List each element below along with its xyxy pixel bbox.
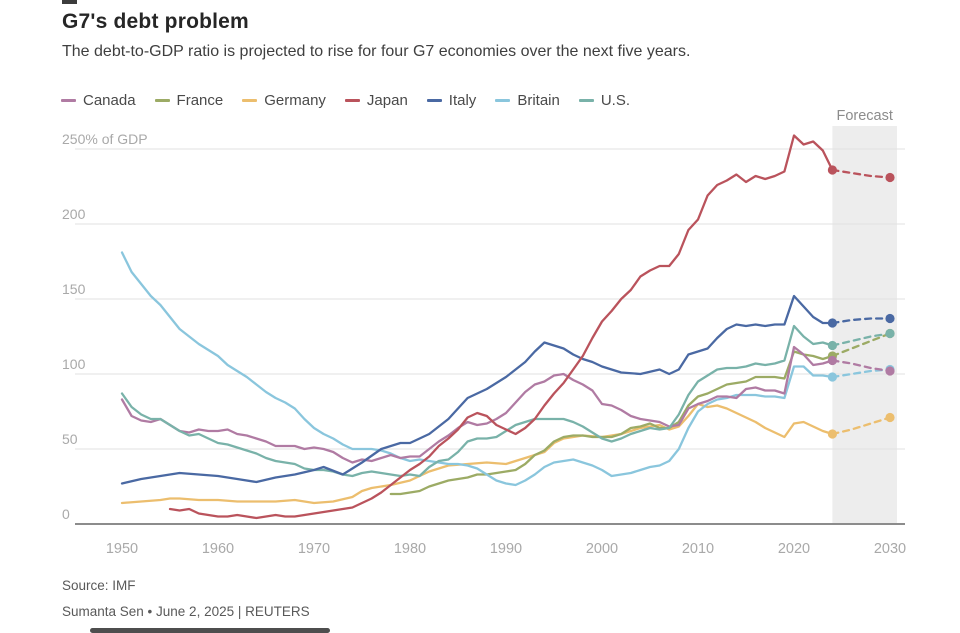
header-tick-mark — [62, 0, 77, 4]
x-axis-label-2020: 2020 — [778, 541, 810, 557]
line-britain — [120, 251, 834, 487]
forecast-dot-italy — [885, 313, 895, 324]
line-france — [389, 350, 834, 496]
bottom-artifact-bar — [90, 628, 330, 633]
legend-label-us: U.S. — [600, 92, 631, 109]
page-title: G7's debt problem — [62, 10, 249, 33]
y-axis-label-50: 50 — [62, 431, 78, 447]
line-italy — [120, 294, 834, 485]
forecast-dot-japan — [885, 172, 895, 183]
legend-label-japan: Japan — [366, 92, 408, 109]
current-dot-canada — [827, 355, 838, 366]
y-axis-label-150: 150 — [62, 281, 86, 297]
legend-label-france: France — [176, 92, 224, 109]
x-axis-label-1960: 1960 — [202, 541, 234, 557]
current-dot-britain — [827, 372, 838, 382]
current-dot-germany — [827, 429, 838, 439]
forecast-line-germany — [831, 416, 892, 436]
legend-swatch-britain — [495, 99, 511, 102]
x-axis-label-2030: 2030 — [874, 541, 906, 557]
x-axis-label-1990: 1990 — [490, 541, 522, 557]
legend-swatch-germany — [242, 99, 258, 102]
line-us — [120, 324, 834, 478]
x-axis-label-1970: 1970 — [298, 541, 330, 557]
legend-item-canada: Canada — [61, 92, 136, 109]
legend-item-britain: Britain — [495, 92, 560, 109]
legend-label-canada: Canada — [83, 92, 136, 109]
source-note: Source: IMF — [62, 578, 136, 593]
line-germany — [120, 402, 834, 505]
legend: Canada France Germany Japan Italy Britain U.S. — [61, 92, 630, 109]
legend-label-britain: Britain — [517, 92, 560, 109]
legend-swatch-us — [578, 99, 594, 102]
y-axis-label-200: 200 — [62, 206, 86, 222]
current-dot-us — [827, 340, 838, 351]
legend-item-germany: Germany — [242, 92, 326, 109]
x-axis-label-2010: 2010 — [682, 541, 714, 557]
forecast-line-us — [831, 332, 892, 347]
legend-item-italy: Italy — [426, 92, 477, 109]
legend-label-germany: Germany — [264, 92, 326, 109]
legend-item-france: France — [154, 92, 224, 109]
x-axis-label-2000: 2000 — [586, 541, 618, 557]
line-japan — [168, 134, 834, 520]
forecast-line-france — [831, 332, 892, 358]
forecast-dot-germany — [885, 412, 895, 423]
current-dot-japan — [827, 165, 838, 175]
legend-item-japan: Japan — [344, 92, 408, 109]
legend-swatch-canada — [61, 99, 76, 102]
y-axis-label-0: 0 — [62, 506, 70, 522]
forecast-line-japan — [831, 168, 892, 179]
chart-subtitle: The debt-to-GDP ratio is projected to ri… — [62, 43, 691, 60]
forecast-line-canada — [831, 359, 892, 373]
x-axis-label-1950: 1950 — [106, 541, 138, 557]
line-canada — [120, 345, 834, 464]
forecast-label: Forecast — [836, 108, 892, 124]
forecast-line-italy — [831, 317, 892, 325]
legend-swatch-france — [154, 99, 170, 102]
legend-swatch-italy — [426, 99, 442, 102]
byline: Sumanta Sen • June 2, 2025 | REUTERS — [62, 604, 310, 619]
legend-swatch-japan — [344, 99, 360, 102]
forecast-band — [832, 126, 897, 524]
legend-item-us: U.S. — [578, 92, 631, 109]
forecast-dot-canada — [885, 366, 895, 376]
x-axis-label-1980: 1980 — [394, 541, 426, 557]
y-axis-label-250: 250% of GDP — [62, 131, 148, 147]
legend-label-italy: Italy — [448, 92, 477, 109]
y-axis-label-100: 100 — [62, 356, 86, 372]
forecast-dot-us — [885, 328, 895, 339]
current-dot-italy — [827, 318, 838, 328]
